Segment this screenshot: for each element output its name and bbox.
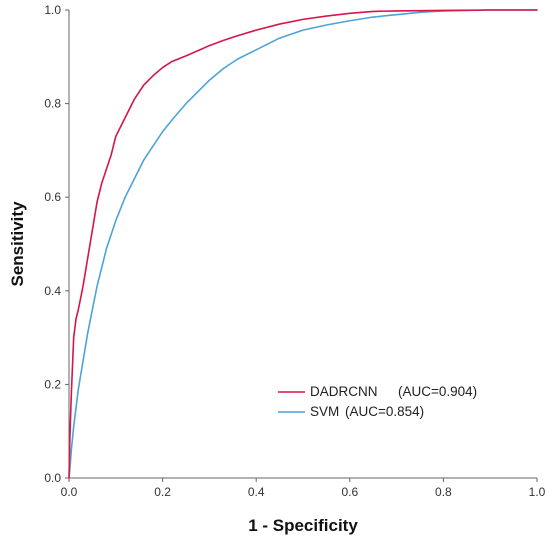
legend: DADRCNN (AUC=0.904) SVM (AUC=0.854) (278, 384, 477, 419)
y-axis-title: Sensitivity (8, 201, 27, 287)
legend-label-dadrcnn: DADRCNN (310, 384, 378, 399)
x-tick-label: 0.4 (248, 485, 265, 499)
x-tick-label: 0.8 (435, 485, 452, 499)
y-tick-label: 0.4 (44, 284, 61, 298)
roc-curve-dadrcnn (68, 9, 538, 479)
legend-auc-dadrcnn: (AUC=0.904) (398, 384, 477, 399)
x-tick-label: 0.2 (154, 485, 171, 499)
x-axis-ticks: 0.0 0.2 0.4 0.6 0.8 1.0 (61, 478, 546, 499)
y-tick-label: 0.0 (44, 471, 61, 485)
x-tick-label: 1.0 (529, 485, 546, 499)
y-axis-ticks: 0.0 0.2 0.4 0.6 0.8 1.0 (44, 3, 69, 485)
plot-area-border (68, 10, 537, 479)
series-layer (68, 9, 538, 479)
y-tick-label: 0.2 (44, 377, 61, 391)
legend-auc-svm: (AUC=0.854) (345, 404, 424, 419)
roc-curve-svm (68, 9, 538, 479)
y-tick-label: 0.8 (44, 97, 61, 111)
x-tick-label: 0.6 (341, 485, 358, 499)
legend-label-svm: SVM (310, 404, 339, 419)
x-axis-title: 1 - Specificity (248, 516, 358, 535)
y-tick-label: 1.0 (44, 3, 61, 17)
x-tick-label: 0.0 (61, 485, 78, 499)
y-tick-label: 0.6 (44, 190, 61, 204)
